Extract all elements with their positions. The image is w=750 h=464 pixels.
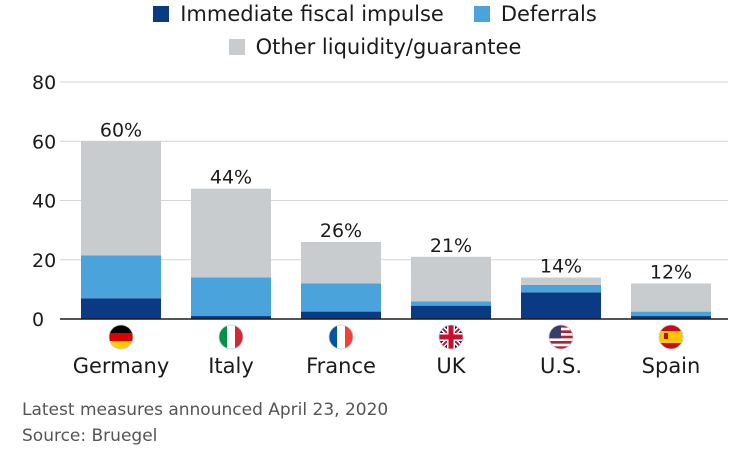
france-flag-icon — [329, 325, 353, 349]
bar-segment-deferrals — [521, 284, 601, 293]
germany-flag-icon — [109, 325, 133, 349]
footer-source: Source: Bruegel — [22, 426, 158, 446]
total-label: 21% — [430, 235, 472, 257]
total-label: 60% — [100, 119, 142, 141]
bar-segment-immediate — [521, 292, 601, 319]
legend-item-other: Other liquidity/guarantee — [228, 35, 522, 59]
category-label: Spain — [642, 354, 701, 378]
category-label: France — [306, 354, 376, 378]
legend-item-deferrals: Deferrals — [473, 2, 597, 26]
bar-segment-deferrals — [191, 277, 271, 317]
legend-row-2: Other liquidity/guarantee — [0, 35, 750, 59]
bar-segment-other — [631, 283, 711, 312]
bar-segment-other — [191, 188, 271, 278]
legend-item-immediate: Immediate fiscal impulse — [153, 2, 444, 26]
legend-label-other: Other liquidity/guarantee — [255, 35, 522, 59]
bar-segment-other — [411, 256, 491, 302]
bar-segment-immediate — [81, 298, 161, 319]
flag-outline — [218, 324, 244, 350]
bar-segment-deferrals — [411, 301, 491, 306]
y-tick-label: 40 — [32, 191, 56, 213]
total-label: 26% — [320, 220, 362, 242]
spain-flag-icon — [659, 325, 683, 349]
legend-swatch-immediate — [153, 6, 170, 22]
footer-note: Latest measures announced April 23, 2020 — [22, 400, 389, 420]
legend: Immediate fiscal impulse Deferrals — [0, 2, 750, 26]
total-label: 12% — [650, 261, 692, 283]
uk-flag-icon — [439, 325, 463, 349]
bar-segment-deferrals — [301, 283, 381, 312]
y-tick-label: 60 — [32, 131, 56, 153]
category-label: Germany — [73, 354, 170, 378]
y-tick-label: 80 — [32, 72, 56, 94]
bar-segment-immediate — [301, 311, 381, 319]
bar-segment-other — [301, 241, 381, 284]
total-label: 14% — [540, 256, 582, 278]
bar-segment-immediate — [191, 316, 271, 319]
flag-outline — [328, 324, 354, 350]
italy-flag-icon — [219, 325, 243, 349]
bar-segment-deferrals — [631, 311, 711, 317]
y-tick-label: 0 — [32, 309, 44, 331]
flag-outline — [658, 324, 684, 350]
y-tick-label: 20 — [32, 250, 56, 272]
flag-outline — [548, 324, 574, 350]
bar-segment-immediate — [631, 316, 711, 319]
flag-outline — [108, 324, 134, 350]
total-label: 44% — [210, 167, 252, 189]
category-label: Italy — [208, 354, 254, 378]
bar-segment-deferrals — [81, 255, 161, 299]
bar-segment-other — [81, 141, 161, 256]
stacked-bar-chart: 0 20 40 60 80 60% 44% 26% 21% 14% 12% Germany Italy F… — [32, 72, 728, 378]
bar-segment-other — [521, 277, 601, 285]
legend-label-deferrals: Deferrals — [500, 2, 597, 26]
legend-swatch-other — [228, 39, 245, 55]
bar-segment-immediate — [411, 305, 491, 319]
flag-outline — [438, 324, 464, 350]
category-label: UK — [436, 354, 466, 378]
us-flag-icon — [549, 325, 573, 349]
category-label: U.S. — [540, 354, 582, 378]
legend-swatch-deferrals — [473, 6, 490, 22]
legend-label-immediate: Immediate fiscal impulse — [180, 2, 444, 26]
